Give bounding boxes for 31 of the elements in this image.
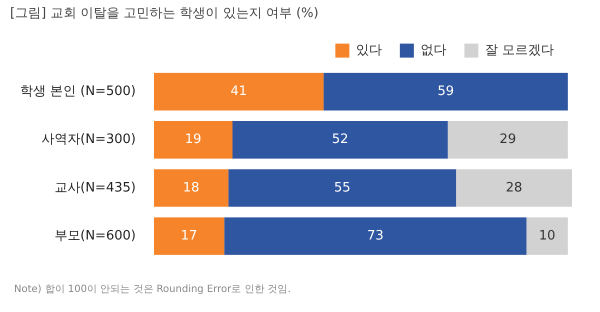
bar [154, 121, 233, 159]
bar [456, 169, 572, 207]
legend-label: 없다 [420, 42, 446, 58]
data-label: 41 [230, 84, 247, 100]
bar [224, 217, 526, 255]
data-label: 55 [334, 180, 350, 196]
legend-label: 있다 [356, 42, 382, 58]
bar [154, 72, 324, 110]
data-label: 18 [182, 180, 200, 196]
bar [526, 217, 568, 255]
data-label: 17 [180, 228, 198, 244]
y-tick-label: 사역자(N=300) [41, 132, 136, 148]
y-tick-label: 교사(N=435) [54, 180, 136, 196]
chart-title: [그림] 교회 이탈을 고민하는 학생이 있는지 여부 (%) [10, 6, 319, 22]
y-tick-label: 부모(N=600) [54, 228, 136, 244]
legend-label: 잘 모르겠다 [484, 42, 554, 58]
bar [154, 169, 228, 207]
data-label: 10 [538, 228, 556, 244]
text: Note) 합이 100이 안되는 것은 Rounding Error로 인한 것임. [14, 283, 291, 296]
bar [448, 121, 568, 159]
data-label: 73 [367, 228, 384, 244]
data-label: 28 [506, 180, 522, 196]
data-label: 59 [437, 84, 454, 100]
data-label: 19 [184, 132, 202, 148]
bar [324, 72, 568, 110]
bar [232, 121, 448, 159]
data-label: 52 [332, 132, 348, 148]
bar [154, 217, 224, 255]
y-tick-label: 학생 본인 (N=500) [20, 84, 136, 100]
data-label: 29 [500, 132, 516, 148]
bar [228, 169, 456, 207]
